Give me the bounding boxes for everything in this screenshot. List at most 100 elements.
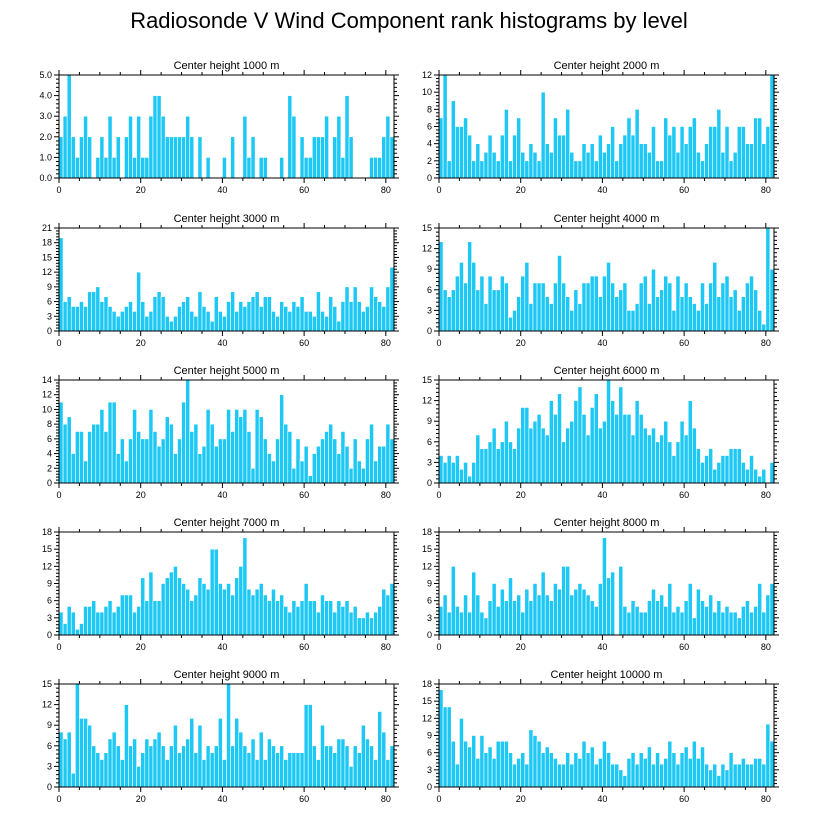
- histogram-bar: [638, 143, 644, 179]
- histogram-panel-6: Center height 6000 m 0 3 6 9 12 15 0 20 40 60 80: [422, 365, 779, 500]
- histogram-bar: [389, 438, 395, 484]
- histogram-bar: [610, 763, 615, 788]
- histogram-bar: [258, 731, 264, 788]
- histogram-bar: [732, 763, 738, 788]
- histogram-bar: [642, 143, 648, 179]
- histogram-bar: [463, 740, 468, 788]
- histogram-bar: [164, 315, 170, 332]
- histogram-bar: [655, 752, 660, 788]
- histogram-bar: [663, 117, 669, 179]
- x-tick-label: 80: [381, 794, 391, 804]
- histogram-bar: [287, 95, 293, 179]
- y-tick-label: 12: [42, 700, 52, 710]
- histogram-bar: [557, 763, 562, 788]
- histogram-bar: [536, 160, 542, 179]
- histogram-bar: [745, 143, 750, 179]
- histogram-bar: [148, 409, 154, 484]
- histogram-bar: [250, 136, 256, 179]
- histogram-bar: [479, 275, 485, 332]
- histogram-bar: [148, 571, 154, 636]
- histogram-bar: [549, 151, 554, 179]
- histogram-bar: [344, 445, 350, 484]
- histogram-bar: [577, 303, 583, 332]
- histogram-bar: [246, 157, 252, 179]
- y-tick-label: 0: [47, 326, 52, 336]
- histogram-bar: [736, 763, 742, 788]
- histogram-bar: [324, 600, 329, 636]
- y-tick-label: 6: [47, 434, 52, 444]
- histogram-bar: [328, 745, 334, 788]
- histogram-bar: [99, 611, 105, 636]
- histogram-bar: [156, 600, 162, 636]
- histogram-bar: [557, 393, 562, 484]
- histogram-bar: [336, 738, 342, 788]
- histogram-bar: [226, 583, 231, 636]
- histogram-bar: [655, 441, 660, 484]
- histogram-bar: [95, 423, 101, 484]
- histogram-bar: [626, 611, 632, 636]
- histogram-bar: [87, 724, 92, 788]
- x-tick-label: 40: [217, 490, 227, 500]
- histogram-bar: [299, 136, 305, 179]
- histogram-bar: [295, 438, 301, 484]
- histogram-bar: [267, 296, 272, 332]
- histogram-bar: [520, 151, 526, 179]
- histogram-bar: [504, 109, 509, 179]
- y-tick-label: 2: [47, 463, 52, 473]
- histogram-bar: [291, 115, 297, 179]
- histogram-bar: [455, 275, 460, 332]
- histogram-bar: [508, 441, 513, 484]
- histogram-bar: [148, 115, 154, 179]
- histogram-bar: [732, 448, 738, 484]
- histogram-bar: [87, 291, 92, 332]
- histogram-bar: [618, 566, 624, 636]
- histogram-bar: [213, 745, 219, 788]
- histogram-bar: [757, 310, 763, 332]
- histogram-bar: [716, 109, 722, 179]
- histogram-bar: [91, 600, 97, 636]
- histogram-bar: [446, 160, 452, 179]
- histogram-bar: [103, 752, 109, 788]
- histogram-bar: [557, 255, 562, 332]
- histogram-bar: [647, 746, 652, 788]
- histogram-bar: [254, 409, 260, 484]
- plot-frame: [58, 683, 395, 788]
- histogram-bar: [373, 611, 378, 636]
- histogram-bar: [728, 752, 734, 788]
- histogram-bar: [459, 468, 464, 484]
- histogram-bar: [369, 157, 374, 179]
- histogram-bar: [83, 306, 88, 332]
- histogram-bar: [173, 724, 178, 788]
- histogram-bar: [712, 262, 718, 332]
- histogram-bar: [708, 448, 714, 484]
- histogram-bar: [553, 282, 558, 332]
- x-tick-label: 40: [597, 338, 607, 348]
- panel-title: Center height 5000 m: [174, 365, 280, 377]
- y-tick-label: 14: [42, 375, 52, 385]
- histogram-bar: [720, 151, 726, 179]
- y-tick-label: 9: [47, 579, 52, 589]
- histogram-bar: [209, 423, 215, 484]
- histogram-bar: [442, 289, 448, 332]
- histogram-bar: [565, 296, 571, 332]
- histogram-bar: [189, 136, 195, 179]
- x-tick-label: 20: [136, 490, 146, 500]
- histogram-bar: [647, 303, 652, 332]
- histogram-bar: [136, 271, 142, 332]
- histogram-bar: [626, 117, 632, 179]
- x-tick-label: 40: [597, 794, 607, 804]
- histogram-bar: [520, 752, 526, 788]
- histogram-bar: [83, 115, 88, 179]
- histogram-bar: [753, 117, 758, 179]
- histogram-bar: [749, 455, 754, 484]
- histogram-bar: [70, 453, 76, 484]
- x-tick-label: 60: [679, 642, 689, 652]
- histogram-bar: [634, 400, 640, 484]
- panel-title: Center height 7000 m: [174, 517, 280, 529]
- histogram-bar: [181, 301, 186, 332]
- histogram-bar: [340, 431, 346, 484]
- histogram-bar: [479, 735, 485, 788]
- histogram-bar: [87, 606, 92, 636]
- x-tick-label: 60: [679, 490, 689, 500]
- histogram-bar: [651, 763, 656, 788]
